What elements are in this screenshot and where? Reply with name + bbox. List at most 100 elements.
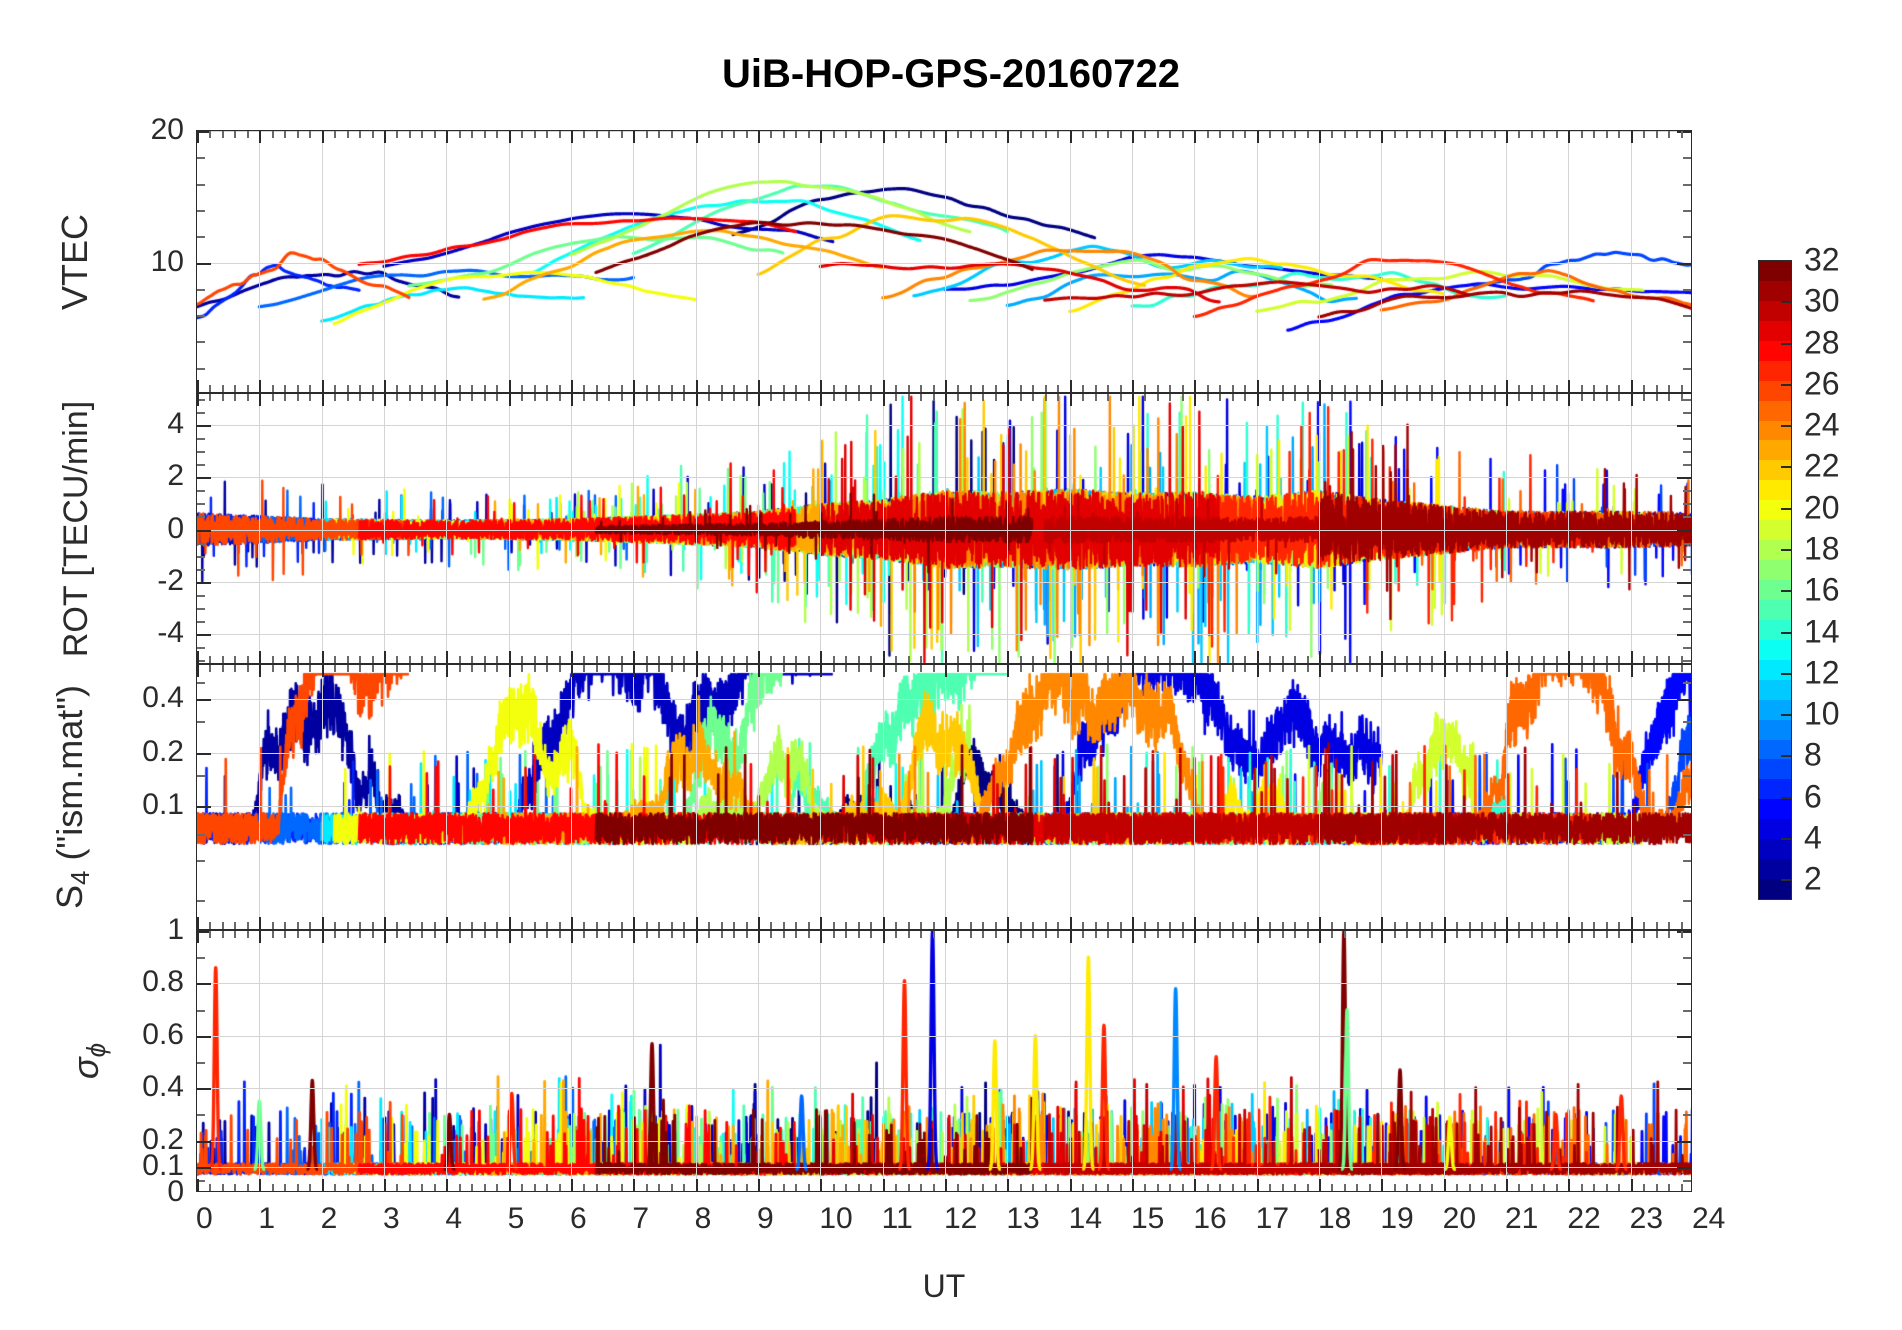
- x-tick: [770, 385, 772, 392]
- colorbar-tick-label-12: 12: [1804, 654, 1840, 691]
- x-tick: [471, 922, 473, 929]
- x-tick: [608, 1184, 610, 1191]
- x-tick: [1543, 385, 1545, 392]
- x-tick: [1244, 131, 1246, 138]
- x-tick: [633, 931, 635, 943]
- x-tick: [1107, 922, 1109, 929]
- x-tick: [895, 394, 897, 401]
- gridline-vertical: [758, 394, 759, 663]
- x-tick: [1681, 394, 1683, 401]
- x-tick: [484, 394, 486, 401]
- x-tick: [322, 131, 324, 143]
- x-tick: [1082, 922, 1084, 929]
- x-tick: [546, 394, 548, 401]
- x-tick: [658, 922, 660, 929]
- y-minor-tick: [197, 775, 205, 777]
- x-tick: [1244, 385, 1246, 392]
- x-tick: [1219, 131, 1221, 138]
- x-tick: [259, 665, 261, 677]
- x-tick: [1269, 931, 1271, 938]
- y-major-tick: [197, 931, 211, 933]
- x-tick: [1020, 665, 1022, 672]
- x-tick: [982, 922, 984, 929]
- y-minor-tick: [1683, 399, 1691, 401]
- y-major-tick: [197, 1167, 211, 1169]
- x-tick: [1656, 656, 1658, 663]
- x-tick: [1194, 394, 1196, 406]
- x-tick: [1606, 665, 1608, 672]
- gridline-vertical: [1132, 394, 1133, 663]
- x-tick: [883, 1179, 885, 1191]
- x-tick: [1057, 385, 1059, 392]
- x-tick: [1032, 922, 1034, 929]
- x-tick: [1182, 931, 1184, 938]
- y-minor-tick: [1683, 595, 1691, 597]
- colorbar-tick-label-20: 20: [1804, 489, 1840, 526]
- x-tick: [347, 131, 349, 138]
- x-tick: [1070, 665, 1072, 677]
- y-minor-tick: [197, 721, 205, 723]
- gridline-vertical: [322, 665, 323, 929]
- x-tick: [1169, 931, 1171, 938]
- x-tick: [1356, 922, 1358, 929]
- gridline-vertical: [1506, 131, 1507, 392]
- x-tick: [409, 922, 411, 929]
- x-tick: [384, 917, 386, 929]
- x-tick: [683, 1184, 685, 1191]
- x-tick: [571, 394, 573, 406]
- x-tick: [795, 922, 797, 929]
- x-tick: [571, 131, 573, 143]
- y-minor-tick: [1683, 516, 1691, 518]
- y-tick-label: -4: [157, 615, 184, 649]
- colorbar-tick: [1781, 590, 1792, 592]
- x-tick: [683, 131, 685, 138]
- y-minor-tick: [1683, 184, 1691, 186]
- x-tick: [683, 385, 685, 392]
- x-tick: [1394, 922, 1396, 929]
- x-tick: [608, 394, 610, 401]
- x-tick: [284, 1184, 286, 1191]
- y-minor-tick: [197, 834, 205, 836]
- colorbar[interactable]: [1758, 260, 1792, 900]
- x-tick: [1444, 917, 1446, 929]
- colorbar-tick-label-24: 24: [1804, 406, 1840, 443]
- x-tick: [783, 922, 785, 929]
- x-tick: [1568, 380, 1570, 392]
- x-tick: [1070, 380, 1072, 392]
- x-tick: [895, 665, 897, 672]
- x-tick: [384, 380, 386, 392]
- colorbar-swatch: [1759, 580, 1791, 600]
- colorbar-swatch: [1759, 560, 1791, 580]
- x-tick: [409, 931, 411, 938]
- gridline-vertical: [1506, 931, 1507, 1191]
- y-minor-tick: [1683, 464, 1691, 466]
- x-tick: [1307, 394, 1309, 401]
- x-tick: [559, 1184, 561, 1191]
- x-tick: [833, 931, 835, 938]
- x-tick: [596, 131, 598, 138]
- x-tick: [496, 931, 498, 938]
- x-tick: [446, 380, 448, 392]
- x-tick: [1394, 665, 1396, 672]
- x-tick: [970, 385, 972, 392]
- x-tick: [708, 131, 710, 138]
- gridline-vertical: [1257, 665, 1258, 929]
- x-tick: [708, 385, 710, 392]
- x-tick: [621, 931, 623, 938]
- x-tick: [1506, 665, 1508, 677]
- x-tick: [1194, 917, 1196, 929]
- x-tick: [1207, 394, 1209, 401]
- x-tick: [284, 931, 286, 938]
- x-tick: [1593, 1184, 1595, 1191]
- x-tick: [1057, 131, 1059, 138]
- y-tick-label: 1: [167, 913, 184, 946]
- gridline-vertical: [696, 931, 697, 1191]
- x-tick: [234, 931, 236, 938]
- colorbar-swatch: [1759, 480, 1791, 501]
- x-tick: [1494, 385, 1496, 392]
- x-tick: [982, 931, 984, 938]
- vtec-panel: [196, 130, 1692, 393]
- x-tick: [696, 665, 698, 677]
- x-tick: [808, 385, 810, 392]
- x-tick: [1169, 665, 1171, 672]
